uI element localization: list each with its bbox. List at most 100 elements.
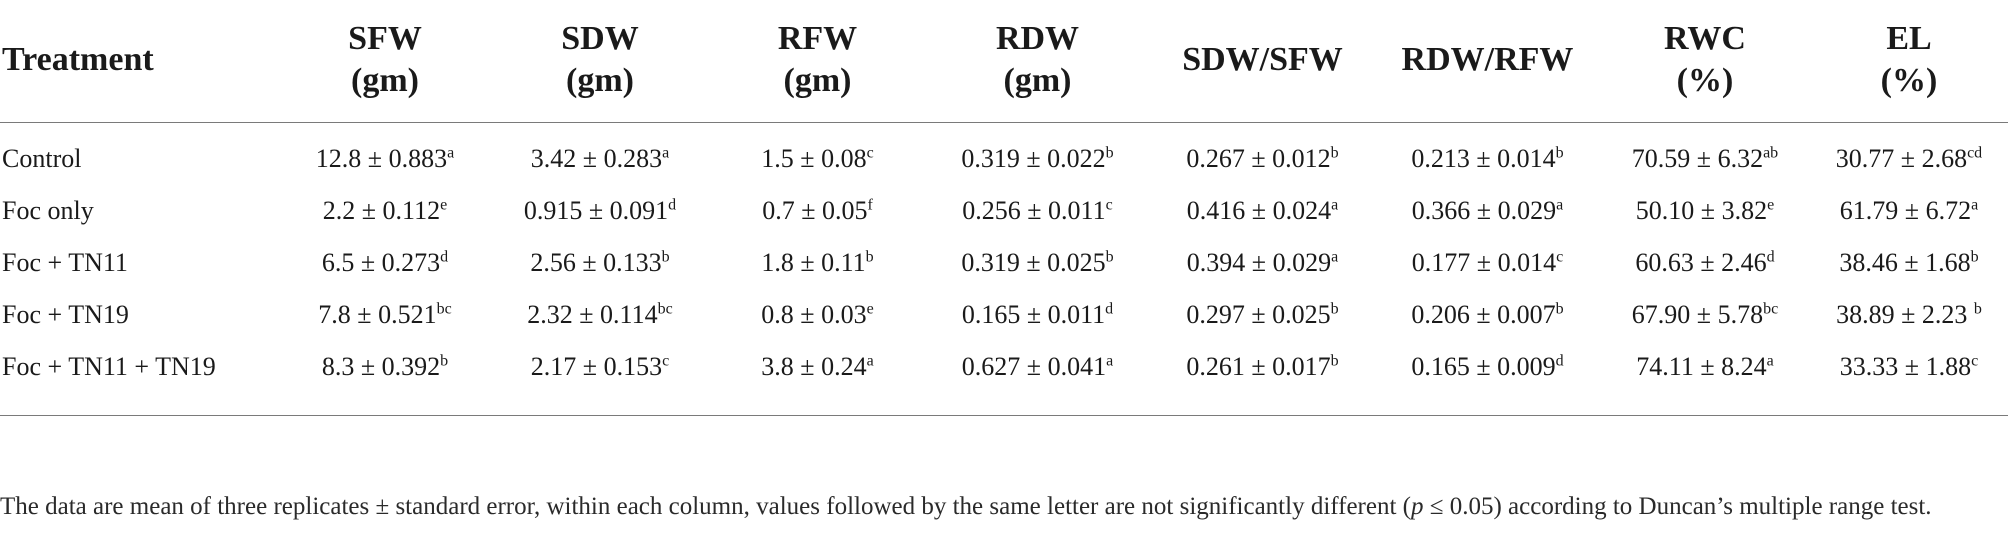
significance-letter: c	[1971, 352, 1979, 370]
significance-letter: b	[1970, 248, 1979, 266]
significance-letter: b	[1330, 352, 1339, 370]
significance-letter: a	[1971, 196, 1979, 214]
significance-letter: b	[865, 248, 874, 266]
significance-letter: a	[662, 144, 670, 162]
significance-letter: bc	[1763, 300, 1779, 318]
significance-letter: cd	[1967, 144, 1983, 162]
value-cell: 50.10 ± 3.82e	[1635, 196, 1775, 225]
treatment-cell: Foc + TN11 + TN19	[0, 341, 280, 416]
significance-letter: d	[1105, 300, 1114, 318]
value-cell: 3.42 ± 0.283a	[530, 144, 670, 173]
value-cell: 2.32 ± 0.114bc	[527, 300, 673, 329]
table-row: Foc + TN11 6.5 ± 0.273d 2.56 ± 0.133b 1.…	[0, 237, 2008, 289]
value-cell: 33.33 ± 1.88c	[1810, 341, 2008, 416]
significance-letter: a	[1766, 352, 1774, 370]
value-cell: 0.319 ± 0.022b	[961, 144, 1114, 173]
value-cell: 38.46 ± 1.68b	[1839, 248, 1979, 277]
value-cell: 0.8 ± 0.03e	[761, 300, 874, 329]
significance-letter: b	[1555, 300, 1564, 318]
significance-letter: a	[866, 352, 874, 370]
significance-letter: e	[440, 196, 448, 214]
table-row: Foc + TN19 7.8 ± 0.521bc 2.32 ± 0.114bc …	[0, 289, 2008, 341]
table-footnote: The data are mean of three replicates ± …	[0, 493, 1932, 520]
header-rwc: RWC (%)	[1600, 0, 1810, 123]
value-cell: 0.165 ± 0.011d	[961, 300, 1114, 329]
value-cell: 30.77 ± 2.68cd	[1835, 144, 1983, 173]
table-row: Foc + TN11 + TN19 8.3 ± 0.392b 2.17 ± 0.…	[0, 341, 2008, 416]
value-cell: 2.2 ± 0.112e	[322, 196, 448, 225]
value-cell: 61.79 ± 6.72a	[1839, 196, 1979, 225]
treatment-cell: Control	[2, 144, 82, 173]
value-cell: 0.165 ± 0.009d	[1375, 341, 1600, 416]
header-treatment: Treatment	[0, 0, 280, 123]
value-cell: 0.416 ± 0.024a	[1186, 196, 1339, 225]
treatment-cell: Foc + TN11	[2, 248, 128, 277]
header-el: EL (%)	[1810, 0, 2008, 123]
value-cell: 60.63 ± 2.46d	[1635, 248, 1775, 277]
value-cell: 0.177 ± 0.014c	[1411, 248, 1564, 277]
header-sdw: SDW (gm)	[490, 0, 710, 123]
value-cell: 3.8 ± 0.24a	[710, 341, 925, 416]
header-sdw-sfw: SDW/SFW	[1150, 0, 1375, 123]
value-cell: 1.5 ± 0.08c	[761, 144, 874, 173]
significance-letter: a	[1106, 352, 1114, 370]
significance-letter: d	[1555, 352, 1564, 370]
significance-letter: b	[1330, 144, 1339, 162]
significance-letter: e	[866, 300, 874, 318]
significance-letter: bc	[436, 300, 452, 318]
significance-letter: d	[440, 248, 449, 266]
value-cell: 0.394 ± 0.029a	[1186, 248, 1339, 277]
value-cell: 0.627 ± 0.041a	[925, 341, 1150, 416]
value-cell: 1.8 ± 0.11b	[761, 248, 874, 277]
value-cell: 0.915 ± 0.091d	[523, 196, 677, 225]
significance-letter: b	[1330, 300, 1339, 318]
value-cell: 0.213 ± 0.014b	[1411, 144, 1564, 173]
significance-letter: a	[447, 144, 455, 162]
significance-letter: f	[867, 196, 873, 214]
significance-letter: b	[1973, 300, 1982, 318]
value-cell: 12.8 ± 0.883a	[315, 144, 455, 173]
treatment-cell: Foc + TN19	[2, 300, 129, 329]
table-row: Foc only 2.2 ± 0.112e 0.915 ± 0.091d 0.7…	[0, 185, 2008, 237]
value-cell: 67.90 ± 5.78bc	[1631, 300, 1779, 329]
table-header-row: Treatment SFW (gm) SDW (gm) RFW (gm) RDW…	[0, 0, 2008, 123]
value-cell: 38.89 ± 2.23 b	[1836, 300, 1982, 329]
value-cell: 7.8 ± 0.521bc	[318, 300, 452, 329]
results-table: Treatment SFW (gm) SDW (gm) RFW (gm) RDW…	[0, 0, 2008, 416]
value-cell: 2.17 ± 0.153c	[490, 341, 710, 416]
significance-letter: b	[440, 352, 449, 370]
significance-letter: a	[1331, 248, 1339, 266]
significance-letter: bc	[657, 300, 673, 318]
significance-letter: b	[1105, 144, 1114, 162]
significance-letter: d	[1766, 248, 1775, 266]
significance-letter: c	[866, 144, 874, 162]
significance-letter: ab	[1763, 144, 1779, 162]
footnote-p-symbol: p	[1411, 493, 1424, 520]
significance-letter: b	[1555, 144, 1564, 162]
value-cell: 70.59 ± 6.32ab	[1631, 144, 1779, 173]
header-rdw: RDW (gm)	[925, 0, 1150, 123]
significance-letter: a	[1331, 196, 1339, 214]
significance-letter: c	[662, 352, 670, 370]
value-cell: 0.319 ± 0.025b	[961, 248, 1114, 277]
value-cell: 0.256 ± 0.011c	[962, 196, 1113, 225]
header-sfw: SFW (gm)	[280, 0, 490, 123]
value-cell: 0.366 ± 0.029a	[1411, 196, 1564, 225]
treatment-cell: Foc only	[2, 196, 94, 225]
value-cell: 2.56 ± 0.133b	[530, 248, 670, 277]
value-cell: 0.206 ± 0.007b	[1411, 300, 1564, 329]
value-cell: 0.267 ± 0.012b	[1186, 144, 1339, 173]
header-rfw: RFW (gm)	[710, 0, 925, 123]
results-table-container: Treatment SFW (gm) SDW (gm) RFW (gm) RDW…	[0, 0, 2008, 416]
value-cell: 6.5 ± 0.273d	[321, 248, 449, 277]
value-cell: 0.261 ± 0.017b	[1150, 341, 1375, 416]
significance-letter: b	[661, 248, 670, 266]
significance-letter: b	[1105, 248, 1114, 266]
value-cell: 74.11 ± 8.24a	[1600, 341, 1810, 416]
value-cell: 8.3 ± 0.392b	[280, 341, 490, 416]
significance-letter: e	[1767, 196, 1775, 214]
significance-letter: c	[1556, 248, 1564, 266]
significance-letter: c	[1105, 196, 1113, 214]
value-cell: 0.7 ± 0.05f	[762, 196, 873, 225]
significance-letter: a	[1556, 196, 1564, 214]
